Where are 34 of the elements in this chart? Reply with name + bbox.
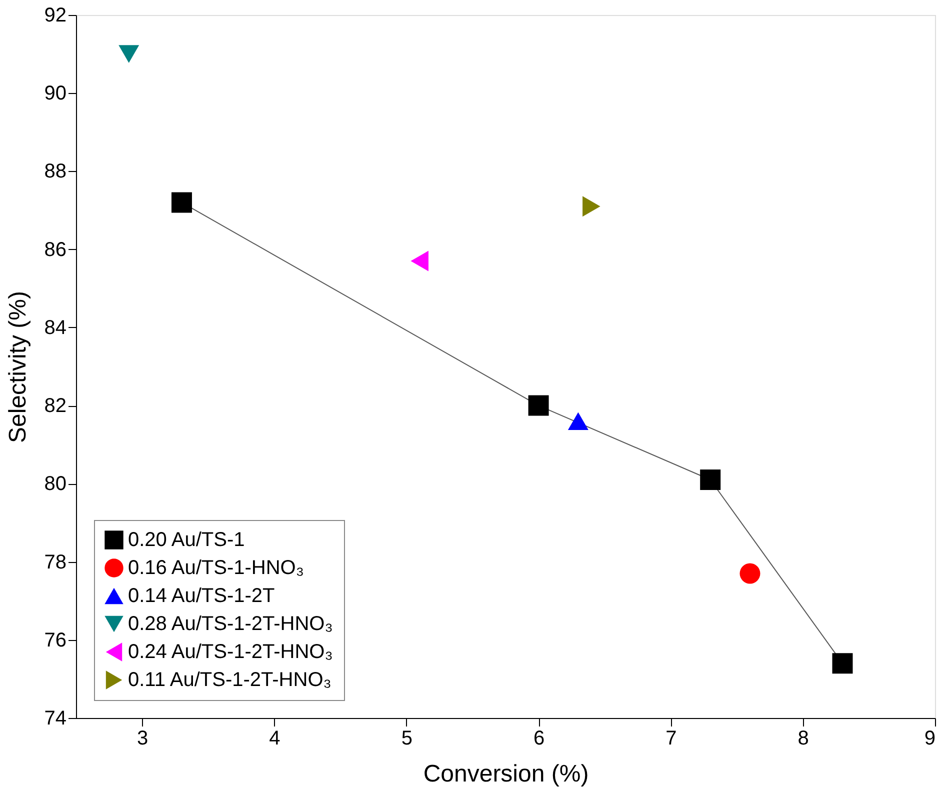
x-tick-label: 9 (924, 728, 936, 750)
point (700, 470, 721, 490)
y-tick-label: 88 (44, 160, 66, 183)
y-tick-label: 90 (44, 82, 66, 105)
point (582, 196, 600, 217)
x-tick-label: 6 (533, 728, 545, 750)
point (740, 563, 760, 584)
point (410, 250, 428, 272)
legend-label: 0.28 Au/TS-1-2T-HNO₃ (128, 613, 333, 635)
y-axis-title: Selectivity (%) (4, 290, 32, 444)
y-tick-label: 78 (44, 551, 66, 574)
y-tick-label: 86 (44, 238, 66, 261)
point (528, 395, 549, 416)
y-tick-label: 74 (44, 708, 66, 730)
point (568, 412, 588, 430)
point (832, 653, 853, 674)
y-tick-label: 84 (44, 316, 66, 339)
y-tick-label: 82 (44, 395, 66, 418)
x-tick-label: 4 (269, 728, 280, 750)
x-tick-label: 8 (798, 728, 809, 750)
y-tick-label: 92 (44, 4, 66, 26)
legend-label: 0.16 Au/TS-1-HNO₃ (128, 557, 304, 579)
x-axis-title: Conversion (%) (423, 760, 589, 788)
x-tick-label: 7 (666, 728, 677, 750)
point (171, 192, 192, 213)
point (118, 45, 140, 63)
x-tick-label: 3 (137, 728, 148, 750)
x-tick-label: 5 (401, 728, 412, 750)
legend-label: 0.14 Au/TS-1-2T (128, 585, 275, 607)
y-tick-label: 76 (44, 629, 66, 652)
legend-label: 0.24 Au/TS-1-2T-HNO₃ (128, 641, 333, 663)
legend-label: 0.20 Au/TS-1 (128, 529, 245, 551)
y-tick-label: 80 (44, 473, 66, 496)
legend-label: 0.11 Au/TS-1-2T-HNO₃ (128, 669, 332, 691)
